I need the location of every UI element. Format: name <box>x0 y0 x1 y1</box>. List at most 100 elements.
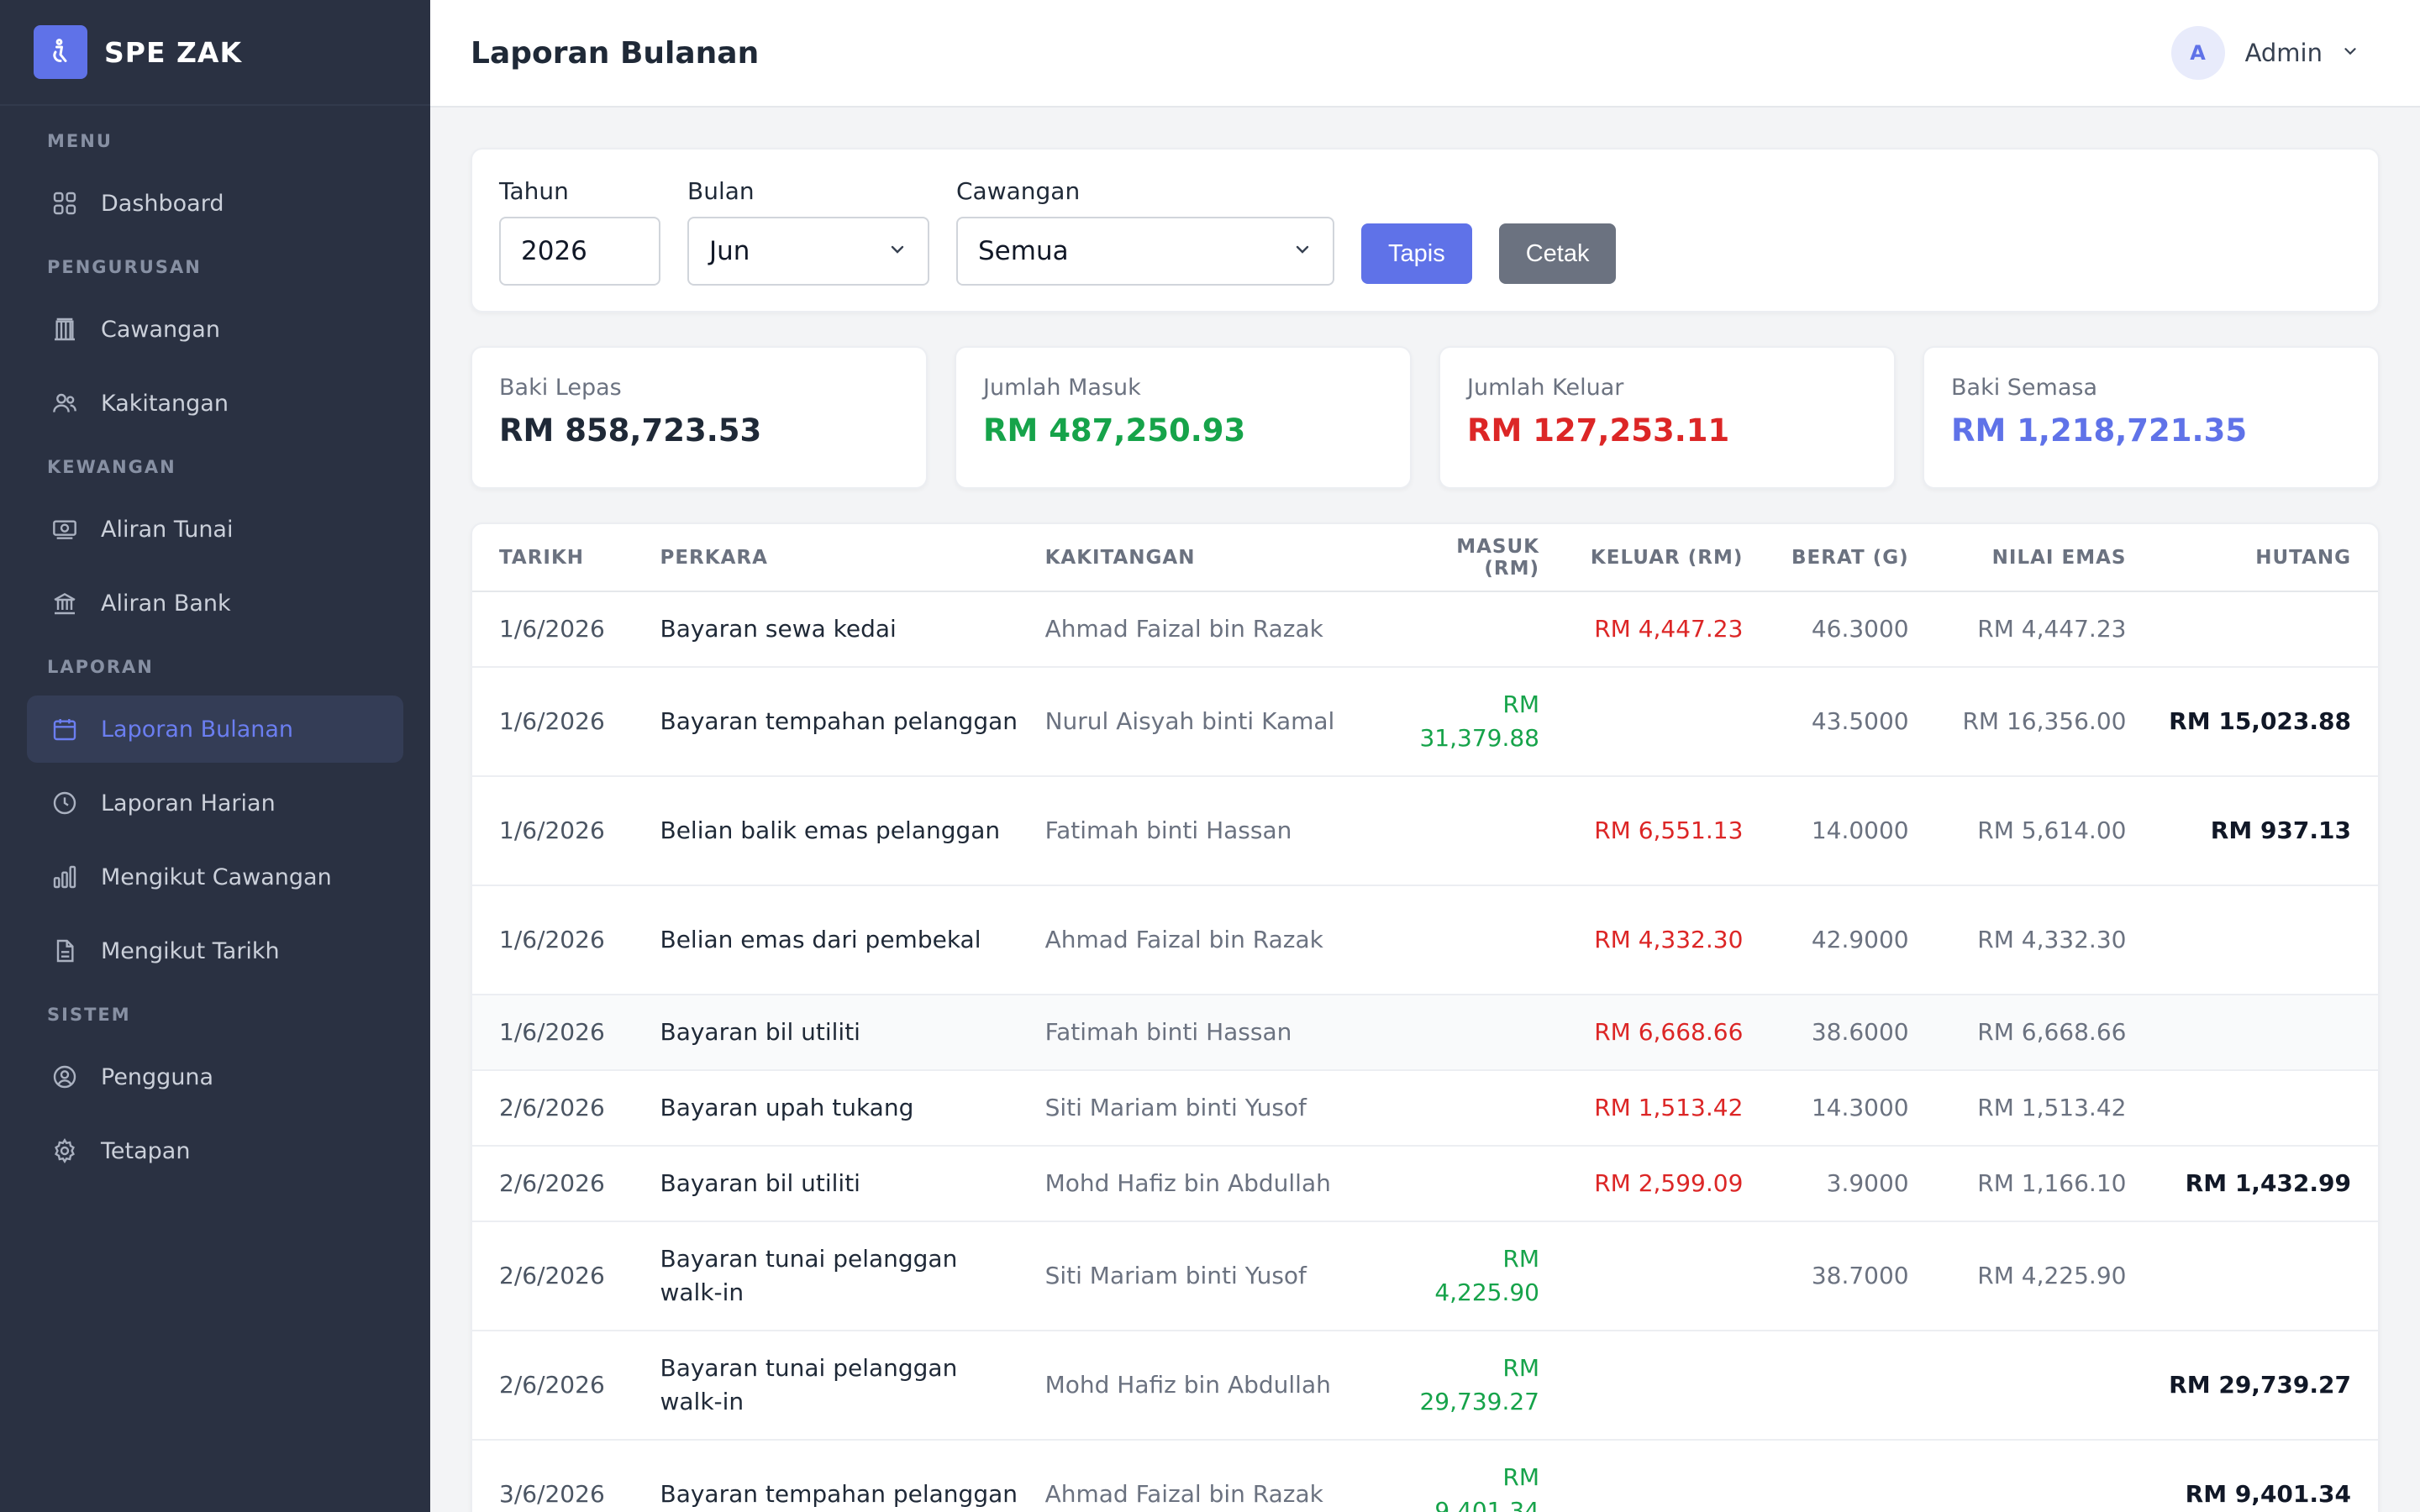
cell-date: 1/6/2026 <box>472 995 647 1071</box>
cell-debt <box>2139 1221 2378 1331</box>
col-header-in[interactable]: MASUK (RM) <box>1394 524 1553 592</box>
col-header-gold[interactable]: NILAI EMAS <box>1922 524 2140 592</box>
sidebar: SPE ZAK MENU Dashboard PENGURUSAN Cawang… <box>0 0 430 1512</box>
sidebar-item-aliran-bank[interactable]: Aliran Bank <box>27 570 403 637</box>
cell-date: 2/6/2026 <box>472 1221 647 1331</box>
bar-chart-icon <box>49 861 81 893</box>
cell-weight <box>1756 1440 1923 1512</box>
cell-staff: Ahmad Faizal bin Razak <box>1031 1440 1394 1512</box>
cell-item: Bayaran tunai pelanggan walk-in <box>646 1221 1032 1331</box>
branch-field: Cawangan Semua <box>956 177 1334 286</box>
brand[interactable]: SPE ZAK <box>0 0 430 106</box>
cell-weight: 14.0000 <box>1756 776 1923 886</box>
sidebar-item-pengguna[interactable]: Pengguna <box>27 1043 403 1110</box>
sidebar-item-laporan-harian[interactable]: Laporan Harian <box>27 769 403 837</box>
year-input[interactable]: 2026 <box>499 217 660 286</box>
stat-jumlah-keluar: Jumlah Keluar RM 127,253.11 <box>1439 346 1896 489</box>
sidebar-item-mengikut-cawangan[interactable]: Mengikut Cawangan <box>27 843 403 911</box>
calendar-icon <box>49 713 81 745</box>
stat-value: RM 1,218,721.35 <box>1951 412 2248 449</box>
table-row[interactable]: 2/6/2026 Bayaran tunai pelanggan walk-in S… <box>472 1221 2378 1331</box>
cell-debt: RM 15,023.88 <box>2139 667 2378 777</box>
col-header-item[interactable]: PERKARA <box>646 524 1032 592</box>
table-row[interactable]: 1/6/2026 Belian emas dari pembekal Ahmad F… <box>472 885 2378 995</box>
sidebar-item-label: Kakitangan <box>101 390 229 417</box>
month-value: Jun <box>709 236 750 266</box>
col-header-out[interactable]: KELUAR (RM) <box>1553 524 1757 592</box>
cash-icon <box>49 513 81 545</box>
month-field: Bulan Jun <box>687 177 929 286</box>
table-row[interactable]: 2/6/2026 Bayaran upah tukang Siti Mariam b… <box>472 1070 2378 1147</box>
chevron-down-icon <box>2341 42 2360 64</box>
cell-in <box>1394 591 1553 668</box>
col-header-debt[interactable]: HUTANG <box>2139 524 2378 592</box>
cell-gold: RM 16,356.00 <box>1922 667 2140 777</box>
table-row[interactable]: 2/6/2026 Bayaran bil utiliti Mohd Hafiz bi… <box>472 1146 2378 1222</box>
cell-gold <box>1922 1440 2140 1512</box>
stat-value: RM 127,253.11 <box>1467 412 1730 449</box>
sidebar-item-aliran-tunai[interactable]: Aliran Tunai <box>27 496 403 563</box>
table-row[interactable]: 1/6/2026 Bayaran sewa kedai Ahmad Faizal b… <box>472 591 2378 668</box>
cell-in <box>1394 776 1553 886</box>
table-row[interactable]: 1/6/2026 Belian balik emas pelanggan Fatim… <box>472 776 2378 886</box>
section-kewangan: KEWANGAN <box>47 457 176 477</box>
cell-gold: RM 4,225.90 <box>1922 1221 2140 1331</box>
cell-in <box>1394 1146 1553 1222</box>
col-header-staff[interactable]: KAKITANGAN <box>1031 524 1394 592</box>
col-header-weight[interactable]: BERAT (G) <box>1756 524 1923 592</box>
table-row[interactable]: 1/6/2026 Bayaran bil utiliti Fatimah binti… <box>472 995 2378 1071</box>
branch-select[interactable]: Semua <box>956 217 1334 286</box>
sidebar-item-mengikut-tarikh[interactable]: Mengikut Tarikh <box>27 917 403 984</box>
stat-value: RM 487,250.93 <box>983 412 1246 449</box>
cell-weight: 46.3000 <box>1756 591 1923 668</box>
sidebar-item-cawangan[interactable]: Cawangan <box>27 296 403 363</box>
cell-in: RM 31,379.88 <box>1394 667 1553 777</box>
report-table: TARIKH PERKARA KAKITANGAN MASUK (RM) KEL… <box>472 524 2378 1512</box>
section-laporan: LAPORAN <box>47 657 154 677</box>
sidebar-item-label: Laporan Bulanan <box>101 716 294 743</box>
cell-item: Bayaran upah tukang <box>646 1070 1032 1147</box>
cell-gold <box>1922 1331 2140 1441</box>
year-label: Tahun <box>499 177 569 205</box>
cell-staff: Nurul Aisyah binti Kamal <box>1031 667 1394 777</box>
sidebar-item-label: Aliran Bank <box>101 590 231 617</box>
sidebar-item-kakitangan[interactable]: Kakitangan <box>27 370 403 437</box>
filter-button[interactable]: Tapis <box>1361 223 1472 284</box>
users-icon <box>49 387 81 419</box>
cell-gold: RM 5,614.00 <box>1922 776 2140 886</box>
sidebar-item-tetapan[interactable]: Tetapan <box>27 1117 403 1184</box>
cell-gold: RM 4,447.23 <box>1922 591 2140 668</box>
cell-weight: 38.6000 <box>1756 995 1923 1071</box>
sidebar-item-dashboard[interactable]: Dashboard <box>27 170 403 237</box>
stat-baki-lepas: Baki Lepas RM 858,723.53 <box>471 346 928 489</box>
cell-staff: Mohd Hafiz bin Abdullah <box>1031 1331 1394 1441</box>
sidebar-item-label: Cawangan <box>101 316 220 343</box>
cell-debt: RM 9,401.34 <box>2139 1440 2378 1512</box>
month-label: Bulan <box>687 177 755 205</box>
print-button[interactable]: Cetak <box>1498 223 1617 284</box>
clock-icon <box>49 787 81 819</box>
cell-weight: 14.3000 <box>1756 1070 1923 1147</box>
sidebar-item-label: Aliran Tunai <box>101 516 234 543</box>
cell-item: Belian balik emas pelanggan <box>646 776 1032 886</box>
year-value: 2026 <box>521 236 587 266</box>
cell-item: Bayaran sewa kedai <box>646 591 1032 668</box>
cell-weight <box>1756 1331 1923 1441</box>
user-menu[interactable]: A Admin <box>2170 26 2360 80</box>
cell-debt <box>2139 995 2378 1071</box>
building-icon <box>49 313 81 345</box>
cell-item: Bayaran tempahan pelanggan <box>646 667 1032 777</box>
cell-debt: RM 29,739.27 <box>2139 1331 2378 1441</box>
sidebar-item-laporan-bulanan[interactable]: Laporan Bulanan <box>27 696 403 763</box>
cell-debt <box>2139 885 2378 995</box>
month-select[interactable]: Jun <box>687 217 929 286</box>
cell-item: Belian emas dari pembekal <box>646 885 1032 995</box>
cell-debt: RM 1,432.99 <box>2139 1146 2378 1222</box>
section-menu: MENU <box>47 131 113 151</box>
col-header-date[interactable]: TARIKH <box>472 524 647 592</box>
stat-jumlah-masuk: Jumlah Masuk RM 487,250.93 <box>955 346 1412 489</box>
section-sistem: SISTEM <box>47 1005 131 1025</box>
table-row[interactable]: 3/6/2026 Bayaran tempahan pelanggan Ahmad … <box>472 1440 2378 1512</box>
table-row[interactable]: 1/6/2026 Bayaran tempahan pelanggan Nurul … <box>472 667 2378 777</box>
table-row[interactable]: 2/6/2026 Bayaran tunai pelanggan walk-in M… <box>472 1331 2378 1441</box>
